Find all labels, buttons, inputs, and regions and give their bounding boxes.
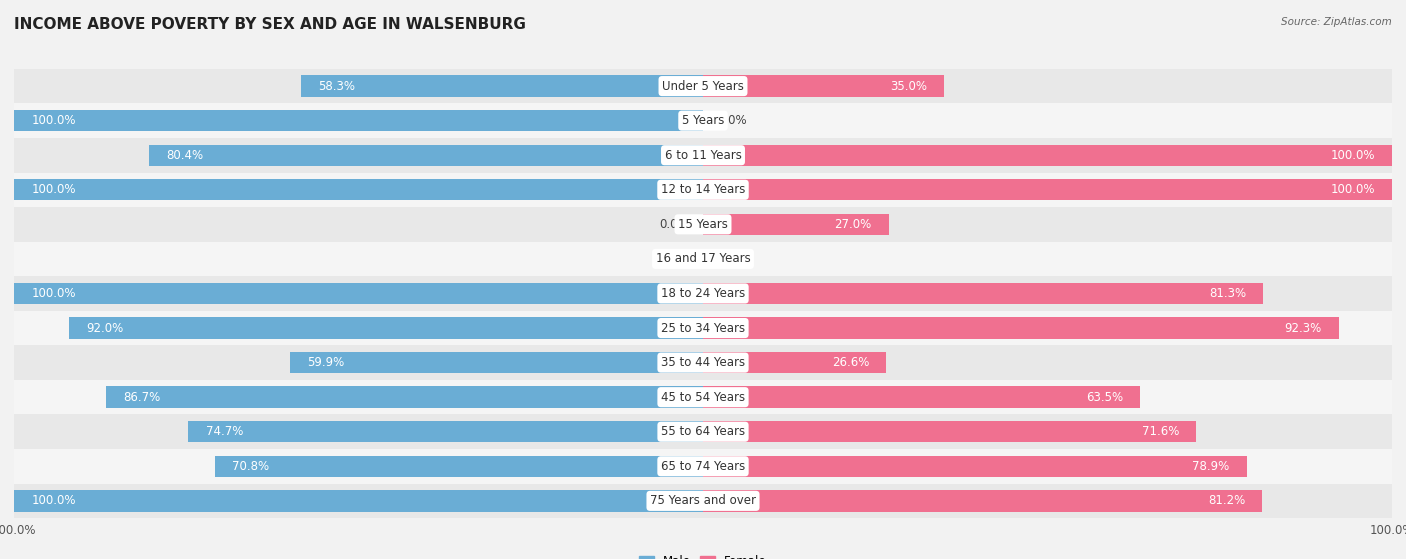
Text: Source: ZipAtlas.com: Source: ZipAtlas.com [1281, 17, 1392, 27]
Bar [14, 179, 703, 201]
Text: 0.0%: 0.0% [717, 253, 747, 266]
Text: 100.0%: 100.0% [1330, 149, 1375, 162]
Text: 35 to 44 Years: 35 to 44 Years [661, 356, 745, 369]
Text: 74.7%: 74.7% [205, 425, 243, 438]
Bar [69, 318, 703, 339]
Text: 100.0%: 100.0% [31, 287, 76, 300]
Text: 81.3%: 81.3% [1209, 287, 1246, 300]
Text: 6 to 11 Years: 6 to 11 Years [665, 149, 741, 162]
Bar [290, 352, 703, 373]
Bar [14, 345, 1392, 380]
Text: 35.0%: 35.0% [890, 79, 927, 93]
Bar [301, 75, 703, 97]
Text: 0.0%: 0.0% [659, 253, 689, 266]
Bar [14, 449, 1392, 484]
Bar [703, 283, 1263, 304]
Text: 27.0%: 27.0% [835, 218, 872, 231]
Bar [14, 110, 703, 131]
Bar [14, 484, 1392, 518]
Text: 100.0%: 100.0% [31, 114, 76, 127]
Bar [14, 380, 1392, 414]
Text: 0.0%: 0.0% [659, 218, 689, 231]
Text: 71.6%: 71.6% [1142, 425, 1180, 438]
Text: INCOME ABOVE POVERTY BY SEX AND AGE IN WALSENBURG: INCOME ABOVE POVERTY BY SEX AND AGE IN W… [14, 17, 526, 32]
Text: 63.5%: 63.5% [1085, 391, 1123, 404]
Text: 26.6%: 26.6% [832, 356, 869, 369]
Bar [703, 352, 886, 373]
Text: 100.0%: 100.0% [1330, 183, 1375, 196]
Bar [14, 207, 1392, 241]
Text: 78.9%: 78.9% [1192, 460, 1229, 473]
Text: 70.8%: 70.8% [232, 460, 270, 473]
Text: 92.3%: 92.3% [1285, 321, 1322, 334]
Bar [14, 173, 1392, 207]
Bar [149, 145, 703, 166]
Text: Under 5 Years: Under 5 Years [662, 79, 744, 93]
Text: 59.9%: 59.9% [308, 356, 344, 369]
Text: 75 Years and over: 75 Years and over [650, 494, 756, 508]
Text: 81.2%: 81.2% [1208, 494, 1246, 508]
Bar [14, 69, 1392, 103]
Text: 100.0%: 100.0% [31, 183, 76, 196]
Text: 92.0%: 92.0% [86, 321, 124, 334]
Bar [14, 241, 1392, 276]
Bar [14, 414, 1392, 449]
Bar [14, 490, 703, 511]
Bar [703, 214, 889, 235]
Legend: Male, Female: Male, Female [634, 551, 772, 559]
Text: 55 to 64 Years: 55 to 64 Years [661, 425, 745, 438]
Bar [703, 490, 1263, 511]
Bar [14, 283, 703, 304]
Text: 100.0%: 100.0% [31, 494, 76, 508]
Text: 80.4%: 80.4% [166, 149, 204, 162]
Bar [14, 276, 1392, 311]
Bar [188, 421, 703, 442]
Text: 5 Years: 5 Years [682, 114, 724, 127]
Bar [703, 386, 1140, 408]
Text: 0.0%: 0.0% [717, 114, 747, 127]
Text: 58.3%: 58.3% [319, 79, 356, 93]
Text: 86.7%: 86.7% [122, 391, 160, 404]
Bar [105, 386, 703, 408]
Bar [703, 456, 1247, 477]
Bar [14, 311, 1392, 345]
Text: 65 to 74 Years: 65 to 74 Years [661, 460, 745, 473]
Text: 18 to 24 Years: 18 to 24 Years [661, 287, 745, 300]
Bar [703, 145, 1392, 166]
Bar [14, 138, 1392, 173]
Bar [215, 456, 703, 477]
Text: 25 to 34 Years: 25 to 34 Years [661, 321, 745, 334]
Text: 45 to 54 Years: 45 to 54 Years [661, 391, 745, 404]
Bar [703, 318, 1339, 339]
Bar [703, 75, 945, 97]
Text: 12 to 14 Years: 12 to 14 Years [661, 183, 745, 196]
Bar [14, 103, 1392, 138]
Bar [703, 179, 1392, 201]
Text: 16 and 17 Years: 16 and 17 Years [655, 253, 751, 266]
Text: 15 Years: 15 Years [678, 218, 728, 231]
Bar [703, 421, 1197, 442]
